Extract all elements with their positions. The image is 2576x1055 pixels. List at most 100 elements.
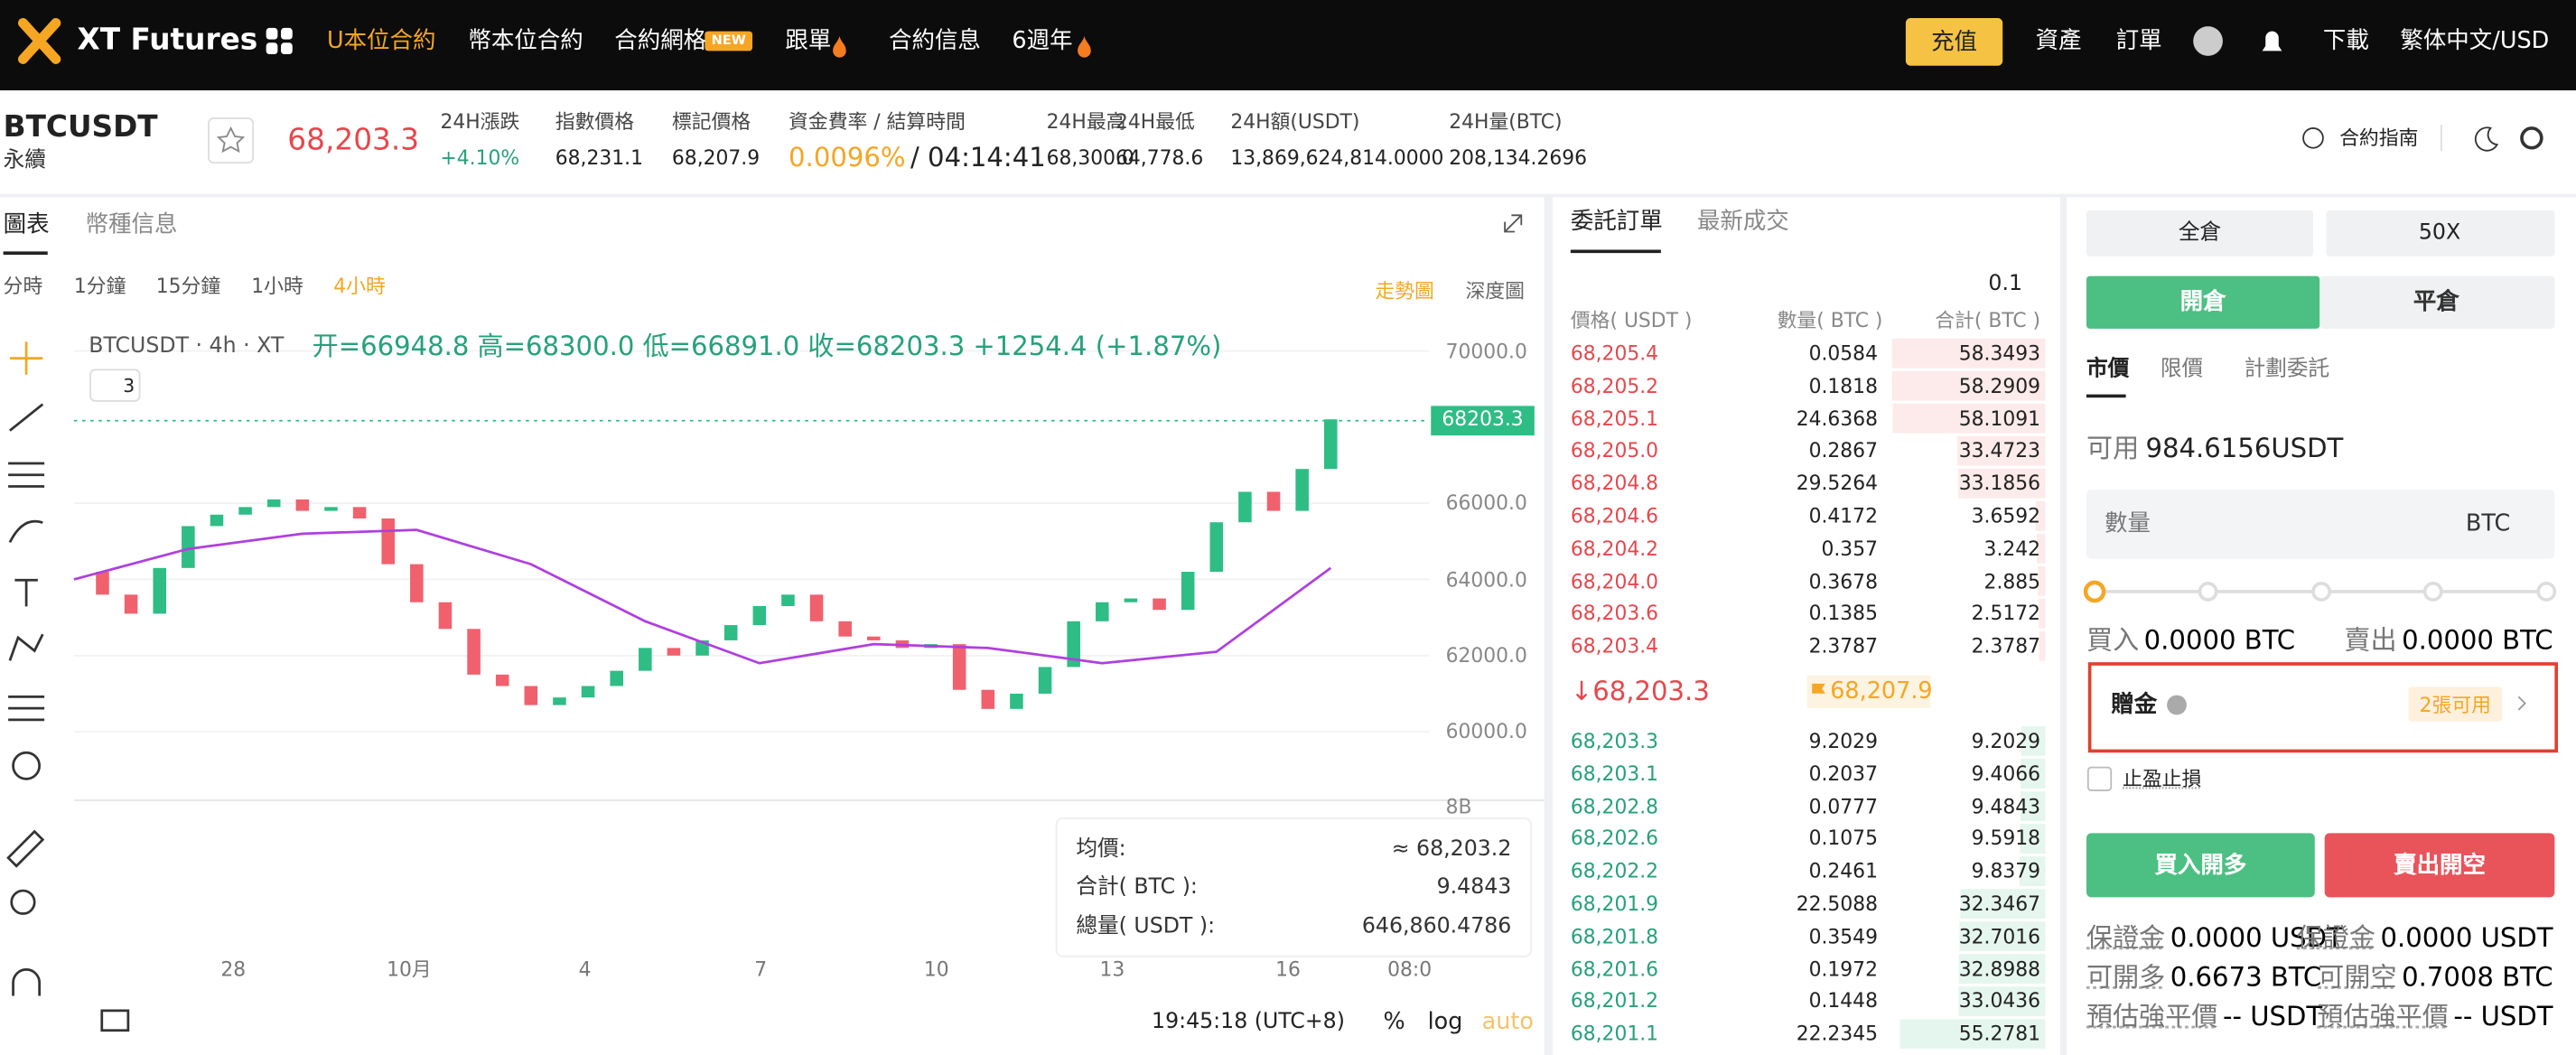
chart-tab[interactable]: 幣種信息 [85,211,178,238]
order-price[interactable]: 68,205.4 [1570,341,1659,365]
nav-item[interactable]: U本位合約 [326,27,436,55]
tpsl-checkbox[interactable] [2086,766,2113,791]
order-total: 33.0436 [1958,989,2041,1013]
nav-right-item[interactable]: 資產 [2035,27,2082,55]
deposit-text[interactable]: 充值 [1931,28,1978,55]
nav-item[interactable]: 幣本位合約 [468,27,583,55]
shape [100,1009,130,1032]
order-price[interactable]: 68,204.2 [1570,537,1659,561]
leverage[interactable]: 50X [2418,220,2461,246]
logo-text[interactable]: XT Futures [77,23,258,58]
close-tab[interactable] [2319,275,2555,329]
close-tab-text[interactable]: 平倉 [2413,289,2459,316]
guide-link[interactable]: 合約指南 [2339,126,2419,150]
order-price[interactable]: 68,205.1 [1570,406,1659,430]
order-price[interactable]: 68,204.6 [1570,504,1659,528]
indicator-count[interactable]: 3 [123,374,135,397]
nav-right-item[interactable]: 訂單 [2115,27,2162,55]
margin-select[interactable] [2086,210,2313,257]
depth-bar [1959,921,2046,952]
sell-button-text[interactable]: 賣出開空 [2394,852,2486,879]
order-price[interactable]: 68,204.8 [1570,471,1659,495]
buy-button[interactable] [2086,833,2315,898]
order-total: 3.6592 [1971,504,2041,528]
qty-unit[interactable]: BTC [2465,510,2511,537]
interval[interactable]: 1小時 [251,274,303,298]
chart-view[interactable]: 深度圖 [1465,279,1525,303]
stat-value: 68,207.9 [671,145,761,170]
info-value: 0.6673 BTC [2170,961,2322,993]
order-price[interactable]: 68,203.1 [1570,761,1659,786]
deposit-button[interactable] [1905,18,2003,66]
shape [8,696,45,722]
interval[interactable]: 4小時 [333,274,386,298]
order-price[interactable]: 68,201.9 [1570,892,1659,916]
nav-right-item[interactable]: 繁体中文/USD [2400,27,2550,55]
expand-icon[interactable] [1504,214,1523,233]
order-price[interactable]: 68,202.6 [1570,826,1659,851]
nav-item[interactable]: 跟單 [785,27,832,55]
order-price[interactable]: 68,204.0 [1570,569,1659,593]
candle [182,526,195,568]
tpsl-label[interactable]: 止盈止損 [2122,767,2202,791]
order-price[interactable]: 68,205.2 [1570,374,1659,397]
precision-select[interactable]: 0.1 [1988,272,2023,297]
buy-button-text[interactable]: 買入開多 [2154,852,2247,879]
new-badge-text: NEW [711,33,746,48]
order-price[interactable]: 68,201.1 [1570,1022,1659,1046]
order-price[interactable]: 68,201.6 [1570,957,1659,981]
sell-button[interactable] [2324,833,2555,898]
stat-value: +4.10% [440,145,520,170]
legend-title: BTCUSDT · 4h · XT [89,334,285,359]
interval[interactable]: 1分鐘 [73,274,126,298]
y-tick-label: 60000.0 [1445,720,1527,743]
orderbook-tab[interactable]: 委託訂單 [1570,209,1663,236]
slider-handle[interactable] [2083,580,2106,603]
candle [266,499,281,508]
nav-right-item[interactable]: 下載 [2322,27,2369,55]
chart-tab[interactable]: 圖表 [3,211,50,238]
qty-input[interactable] [2086,490,2555,559]
nav-item[interactable]: 合約網格 [614,27,707,55]
order-price[interactable]: 68,203.4 [1570,634,1659,658]
bonus-badge-bg [2408,686,2503,722]
settings-icon[interactable] [2520,126,2543,150]
percent-toggle[interactable]: % [1383,1009,1405,1036]
nav-item[interactable]: 合約信息 [889,27,981,55]
order-price[interactable]: 68,205.0 [1570,439,1659,462]
favorite-box[interactable] [208,117,255,164]
open-tab[interactable] [2086,275,2320,329]
margin-mode[interactable]: 全倉 [2178,220,2222,246]
auto-toggle[interactable]: auto [1481,1009,1534,1036]
nav-item[interactable]: 6週年 [1012,27,1073,55]
order-qty: 0.1075 [1808,826,1878,851]
info-label: 預估強平價 [2317,1000,2449,1032]
x-tick-label: 4 [578,957,592,982]
order-price[interactable]: 68,203.6 [1570,602,1659,626]
bell-icon[interactable] [2262,31,2282,51]
order-price[interactable]: 68,202.2 [1570,859,1659,883]
avatar[interactable] [2193,26,2223,56]
symbol-type: 永續 [3,148,46,173]
orderbook-tab[interactable]: 最新成交 [1696,209,1789,236]
order-price[interactable]: 68,201.8 [1570,924,1659,948]
leverage-select[interactable] [2326,210,2555,257]
interval[interactable]: 分時 [3,274,43,298]
candle [467,629,481,675]
order-price[interactable]: 68,201.2 [1570,989,1659,1013]
theme-icon[interactable] [2474,126,2499,152]
order-price[interactable]: 68,203.3 [1570,729,1659,753]
shape [18,18,61,64]
order-type[interactable]: 計劃委託 [2244,357,2330,382]
interval[interactable]: 15分鐘 [155,274,221,298]
indicator-toggle[interactable] [89,369,141,402]
open-tab-text[interactable]: 開倉 [2179,289,2226,316]
order-price[interactable]: 68,202.8 [1570,794,1659,818]
chart-view[interactable]: 走勢圖 [1375,279,1434,303]
candle [752,605,767,626]
order-type[interactable]: 市價 [2086,357,2130,382]
order-type[interactable]: 限價 [2160,357,2204,382]
symbol[interactable]: BTCUSDT [3,109,158,145]
log-toggle[interactable]: log [1427,1009,1463,1036]
info-value: -- USDT [2222,1000,2323,1032]
